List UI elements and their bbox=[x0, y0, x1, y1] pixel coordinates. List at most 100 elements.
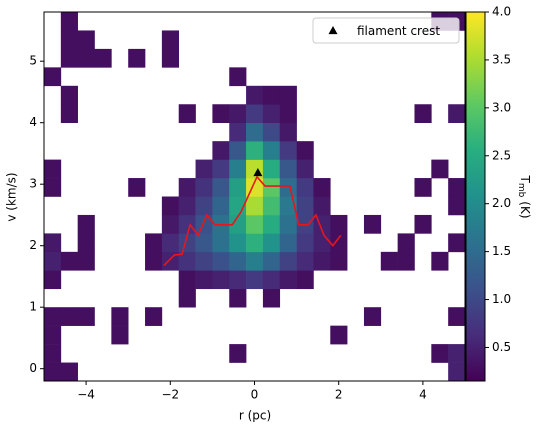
heatmap-cell bbox=[262, 122, 281, 142]
heatmap-cell bbox=[195, 196, 213, 216]
heatmap-cell bbox=[313, 196, 331, 216]
heatmap-cell bbox=[44, 251, 62, 271]
legend-label: filament crest bbox=[357, 24, 440, 38]
profile-line bbox=[163, 175, 342, 266]
heatmap-cell bbox=[178, 104, 196, 123]
heatmap-cell bbox=[431, 159, 449, 179]
x-tick-label: −2 bbox=[161, 388, 179, 402]
heatmap-cell bbox=[330, 251, 348, 271]
heatmap-cell bbox=[77, 48, 95, 68]
heatmap-cell bbox=[313, 178, 331, 197]
heatmap-cell bbox=[60, 251, 78, 271]
heatmap-cell bbox=[262, 159, 281, 179]
heatmap-cell bbox=[161, 196, 180, 216]
heatmap-cell bbox=[44, 362, 62, 382]
heatmap-cell bbox=[279, 233, 297, 253]
heatmap-cell bbox=[246, 141, 264, 160]
y-tick-label: 1 bbox=[29, 300, 37, 314]
heatmap-cell bbox=[246, 251, 264, 271]
heatmap-cell bbox=[448, 196, 466, 216]
colorbar-tick-label: 1.5 bbox=[492, 244, 511, 258]
x-tick-label: 2 bbox=[335, 388, 343, 402]
heatmap-cell bbox=[212, 251, 230, 271]
heatmap-cell bbox=[448, 104, 466, 123]
heatmap-cell bbox=[262, 251, 281, 271]
heatmap-cell bbox=[414, 104, 432, 123]
colorbar-label-unit: (K) bbox=[519, 201, 533, 218]
y-axis-label: v (km/s) bbox=[5, 172, 19, 221]
heatmap-cell bbox=[44, 325, 62, 345]
heatmap-cell bbox=[246, 104, 264, 123]
y-tick-label: 5 bbox=[29, 54, 37, 68]
heatmap-cell bbox=[262, 85, 281, 105]
heatmap-cell bbox=[229, 67, 247, 87]
heatmap-cell bbox=[296, 251, 314, 271]
heatmap-cell bbox=[330, 325, 348, 345]
heatmap-cell bbox=[229, 251, 247, 271]
heatmap-cell bbox=[60, 12, 78, 31]
heatmap-cell bbox=[279, 270, 297, 290]
heatmap-cell bbox=[212, 233, 230, 253]
heatmap-cell bbox=[229, 288, 247, 308]
heatmap-cell bbox=[262, 214, 281, 234]
heatmap-cell bbox=[262, 178, 281, 197]
heatmap-cell bbox=[178, 288, 196, 308]
heatmap-cell bbox=[178, 214, 196, 234]
heatmap-cell bbox=[178, 251, 196, 271]
heatmap-cell bbox=[262, 288, 281, 308]
heatmap-cell bbox=[296, 270, 314, 290]
heatmap-cell bbox=[246, 85, 264, 105]
heatmap-cell bbox=[313, 251, 331, 271]
heatmap-cell bbox=[229, 270, 247, 290]
heatmap-cell bbox=[279, 251, 297, 271]
heatmap-cell bbox=[94, 48, 112, 68]
colorbar bbox=[465, 11, 486, 382]
heatmap-cell bbox=[128, 48, 146, 68]
heatmap-cell bbox=[161, 214, 180, 234]
heatmap-cell bbox=[77, 307, 95, 326]
heatmap-cell bbox=[363, 307, 382, 326]
heatmap-cell bbox=[448, 362, 466, 382]
heatmap-cell bbox=[212, 270, 230, 290]
legend-box bbox=[312, 17, 460, 44]
heatmap-cell bbox=[246, 122, 264, 142]
heatmap-cell bbox=[60, 30, 78, 50]
heatmap-cell bbox=[178, 270, 196, 290]
colorbar-tick-label: 3.0 bbox=[492, 100, 511, 114]
heatmap-cell bbox=[279, 104, 297, 123]
colorbar-label: Tmb (K) bbox=[517, 174, 533, 218]
heatmap-cell bbox=[279, 122, 297, 142]
heatmap-cell bbox=[262, 104, 281, 123]
heatmap-cell bbox=[212, 196, 230, 216]
heatmap-cell bbox=[44, 159, 62, 179]
heatmap-cell bbox=[44, 307, 62, 326]
heatmap-cell bbox=[212, 141, 230, 160]
y-tick-label: 4 bbox=[29, 115, 37, 129]
heatmap-cell bbox=[330, 233, 348, 253]
heatmap-cell bbox=[313, 233, 331, 253]
heatmap-cell bbox=[161, 233, 180, 253]
heatmap-cell bbox=[431, 251, 449, 271]
heatmap-cell bbox=[229, 344, 247, 363]
heatmap-cell bbox=[60, 307, 78, 326]
heatmap-cell bbox=[44, 233, 62, 253]
heatmap-cell bbox=[111, 307, 129, 326]
heatmap-cell bbox=[296, 141, 314, 160]
heatmap-cell bbox=[195, 178, 213, 197]
heatmap-cell bbox=[279, 214, 297, 234]
heatmap-cell bbox=[229, 122, 247, 142]
heatmap-cell bbox=[296, 196, 314, 216]
heatmap-cell bbox=[161, 251, 180, 271]
heatmap-cell bbox=[279, 178, 297, 197]
heatmap-cell bbox=[195, 233, 213, 253]
heatmap-cell bbox=[279, 141, 297, 160]
heatmap-cell bbox=[195, 251, 213, 271]
heatmap-cell bbox=[77, 30, 95, 50]
heatmap-cell bbox=[44, 270, 62, 290]
heatmap-cell bbox=[448, 233, 466, 253]
heatmap-cell bbox=[397, 251, 415, 271]
colorbar-tick-label: 0.5 bbox=[492, 340, 511, 354]
x-axis-label: r (pc) bbox=[239, 409, 271, 423]
heatmap-cell bbox=[145, 251, 163, 271]
